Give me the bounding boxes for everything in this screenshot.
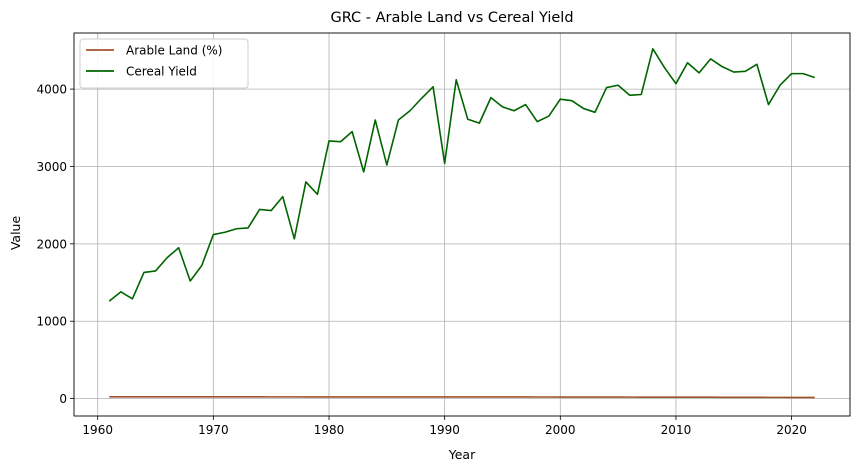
plot-frame bbox=[73, 32, 851, 417]
x-tick-label: 2000 bbox=[545, 423, 576, 437]
x-tick-label: 1980 bbox=[314, 423, 345, 437]
x-axis-ticks: 1960 1970 1980 1990 2000 2010 2020 bbox=[82, 416, 807, 437]
y-tick-label: 1000 bbox=[36, 315, 67, 329]
x-tick-label: 1990 bbox=[429, 423, 460, 437]
y-tick-label: 0 bbox=[59, 392, 67, 406]
y-tick-label: 2000 bbox=[36, 237, 67, 251]
gridlines bbox=[74, 33, 850, 416]
legend-label-arable-land: Arable Land (%) bbox=[126, 44, 223, 58]
x-tick-label: 2020 bbox=[776, 423, 807, 437]
chart-title: GRC - Arable Land vs Cereal Yield bbox=[330, 10, 573, 26]
x-tick-label: 1970 bbox=[198, 423, 229, 437]
x-tick-label: 1960 bbox=[82, 423, 113, 437]
legend: Arable Land (%) Cereal Yield bbox=[79, 38, 249, 89]
x-tick-label: 2010 bbox=[661, 423, 692, 437]
series-line-cereal-yield bbox=[108, 48, 815, 302]
y-tick-label: 3000 bbox=[36, 160, 67, 174]
x-axis-label: Year bbox=[448, 447, 476, 462]
legend-label-cereal-yield: Cereal Yield bbox=[126, 65, 197, 79]
legend-box bbox=[79, 38, 249, 89]
y-axis-label: Value bbox=[8, 216, 23, 251]
series-line-arable-land bbox=[109, 396, 815, 399]
y-axis-ticks: 0 1000 2000 3000 4000 bbox=[36, 83, 74, 406]
series-layer bbox=[108, 48, 815, 399]
y-tick-label: 4000 bbox=[36, 83, 67, 97]
